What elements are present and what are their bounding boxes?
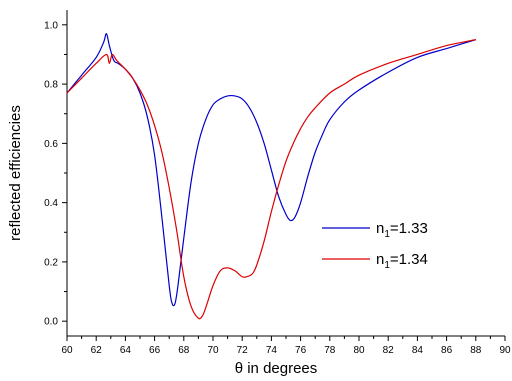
series-line-2: [66, 39, 476, 320]
x-tick-label: 80: [353, 345, 365, 356]
y-tick-label: 0.0: [44, 317, 58, 328]
series-layer: [66, 33, 476, 320]
x-tick-label: 88: [470, 345, 482, 356]
legend-label-2: n1=1.34: [376, 251, 428, 271]
y-tick-label: 0.4: [44, 198, 58, 209]
x-tick-label: 62: [91, 345, 103, 356]
y-ticks: 0.0 0.2 0.4 0.6 0.8 1.0: [44, 20, 67, 328]
y-tick-label: 1.0: [44, 20, 58, 31]
x-tick-label: 64: [120, 345, 132, 356]
plot-frame: [66, 10, 505, 337]
x-tick-label: 82: [383, 345, 395, 356]
x-axis-label: θ in degrees: [235, 360, 318, 377]
x-tick-label: 70: [207, 345, 219, 356]
x-tick-label: 78: [324, 345, 336, 356]
y-tick-label: 0.8: [44, 80, 58, 91]
x-tick-label: 68: [178, 345, 190, 356]
legend-label-1: n1=1.33: [376, 220, 428, 240]
x-ticks: 60 62 64 66 68 70 72 74 76 78 80 82 84 86 88 90: [61, 336, 511, 356]
y-tick-label: 0.2: [44, 257, 58, 268]
legend: n1=1.33 n1=1.34: [322, 220, 428, 271]
x-tick-label: 86: [441, 345, 453, 356]
y-axis-label: reflected efficiencies: [7, 105, 24, 241]
x-tick-label: 74: [266, 345, 278, 356]
x-tick-label: 72: [237, 345, 249, 356]
x-tick-label: 84: [412, 345, 424, 356]
x-tick-label: 76: [295, 345, 307, 356]
x-tick-label: 66: [149, 345, 161, 356]
x-tick-label: 90: [499, 345, 511, 356]
y-tick-label: 0.6: [44, 139, 58, 150]
x-tick-label: 60: [61, 345, 73, 356]
